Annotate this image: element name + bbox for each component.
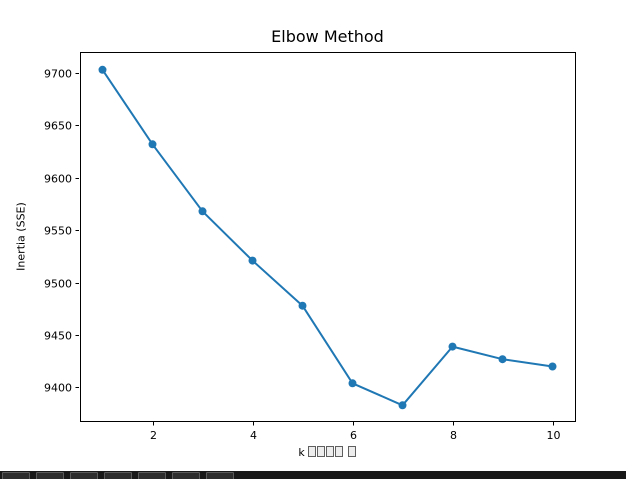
data-point [98,65,107,74]
missing-glyph-box [335,446,344,457]
y-tick-label: 9550 [44,225,72,238]
data-point [548,362,557,371]
y-tick-label: 9500 [44,278,72,291]
x-tick-label: 4 [250,429,257,442]
missing-glyph-box [347,446,356,457]
data-point [248,256,257,265]
y-axis-label: Inertia (SSE) [14,202,28,271]
x-axis-label: k [80,446,575,460]
data-point [498,355,507,364]
x-tick-label: 6 [350,429,357,442]
data-point [298,301,307,310]
x-tick-label: 8 [450,429,457,442]
toolbar-button[interactable] [36,472,64,479]
data-point [448,342,457,351]
x-tick-label: 10 [547,429,561,442]
y-tick-label: 9650 [44,120,72,133]
toolbar-button[interactable] [138,472,166,479]
bottom-toolbar [0,471,626,479]
toolbar-button[interactable] [70,472,98,479]
y-tick-label: 9600 [44,173,72,186]
x-tick-label: 2 [150,429,157,442]
toolbar-button[interactable] [104,472,132,479]
toolbar-button[interactable] [2,472,30,479]
plot-border [80,52,576,422]
missing-glyph-box [317,446,326,457]
y-tick-label: 9700 [44,68,72,81]
y-tick-label: 9400 [44,382,72,395]
data-point [198,207,207,216]
toolbar-button[interactable] [172,472,200,479]
toolbar-button[interactable] [206,472,234,479]
data-point [348,379,357,388]
data-line [101,68,554,407]
missing-glyph-box [326,446,335,457]
data-point [148,140,157,149]
y-tick-label: 9450 [44,330,72,343]
missing-glyph-box [308,446,317,457]
chart-title: Elbow Method [271,27,384,46]
data-point [398,401,407,410]
